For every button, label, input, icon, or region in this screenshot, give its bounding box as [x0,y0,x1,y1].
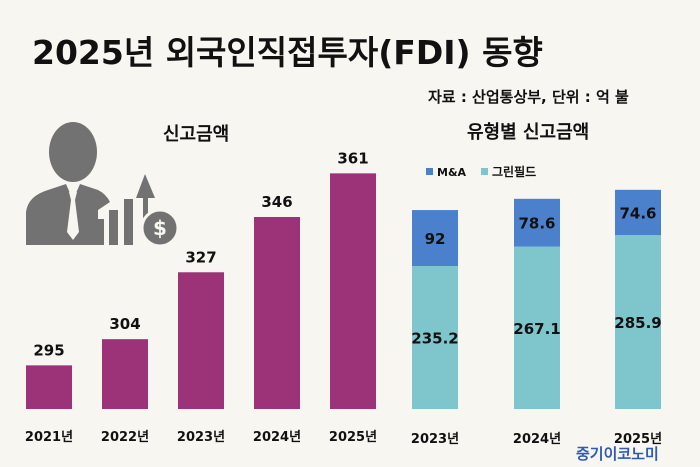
watermark: 중기이코노미 [576,445,659,463]
investor-icon: $ [26,122,180,248]
left-chart-title: 신고금액 [163,124,230,145]
legend-swatch-greenfield [481,168,488,175]
data-label: 304 [109,315,140,333]
stack-ma-2024년 [514,198,560,247]
stack-greenfield-2023년 [412,265,458,409]
bar-2023년 [178,272,224,409]
bar-2021년 [26,365,72,409]
x-tick-label: 2025년 [614,432,662,447]
x-tick-label: 2023년 [411,432,459,447]
data-label: 285.9 [614,314,661,332]
data-label: 235.2 [411,329,458,347]
legend-swatch-ma [426,168,433,175]
stack-ma-2023년 [412,210,458,266]
page-title: 2025년 외국인직접투자(FDI) 동향 [32,33,543,72]
legend-label-ma: M&A [437,166,467,179]
source-note: 자료 : 산업통상부, 단위 : 억 불 [428,88,629,106]
bar-2022년 [102,339,148,409]
bar-2024년 [254,217,300,409]
stack-greenfield-2024년 [514,246,560,409]
right-chart-title: 유형별 신고금액 [467,122,590,143]
data-label: 267.1 [513,320,560,338]
legend-label-greenfield: 그린필드 [492,164,536,179]
data-label: 361 [337,149,368,167]
data-label: 346 [261,193,292,211]
x-tick-label: 2024년 [513,432,561,447]
x-tick-label: 2022년 [101,430,149,445]
data-label: 327 [185,248,216,266]
data-label: 78.6 [518,215,555,233]
x-tick-label: 2024년 [253,430,301,445]
x-tick-label: 2021년 [25,430,73,445]
data-label: 74.6 [619,204,656,222]
bar-2025년 [330,173,376,409]
svg-text:$: $ [153,216,167,240]
data-label: 92 [425,230,446,248]
x-tick-label: 2023년 [177,430,225,445]
stack-greenfield-2025년 [615,235,661,409]
x-tick-label: 2025년 [329,430,377,445]
data-label: 295 [33,341,64,359]
stack-ma-2025년 [615,189,661,236]
